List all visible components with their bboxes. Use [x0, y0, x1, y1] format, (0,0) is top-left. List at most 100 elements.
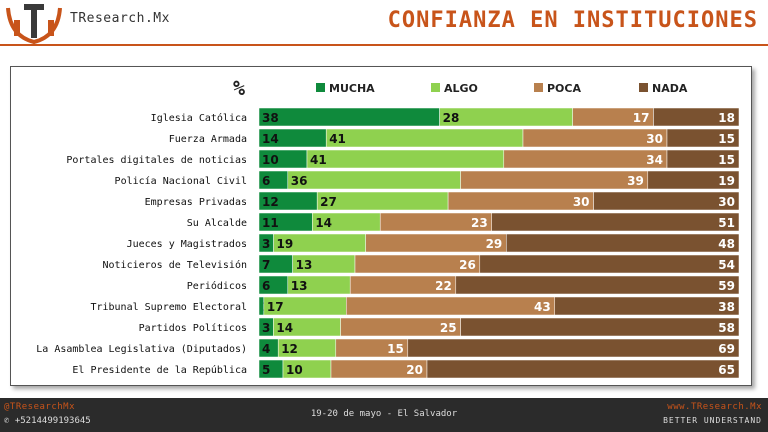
bar-segment-poca [503, 149, 668, 169]
category-label: Tribunal Supremo Electoral [90, 302, 247, 313]
data-label-algo: 13 [296, 258, 313, 272]
legend-label-nada: NADA [652, 82, 688, 95]
data-label-algo: 14 [276, 321, 293, 335]
data-label-mucha: 38 [262, 111, 279, 125]
data-label-poca: 34 [646, 153, 663, 167]
data-label-nada: 19 [718, 174, 735, 188]
data-label-nada: 54 [718, 258, 735, 272]
bar-segment-algo [439, 107, 573, 127]
category-label: Periódicos [187, 280, 247, 292]
bar-segment-algo [287, 170, 461, 190]
legend-swatch-algo [431, 83, 440, 92]
header-divider [0, 44, 768, 46]
footer-tagline: BETTER UNDERSTAND [663, 416, 762, 425]
bar-segment-nada [653, 107, 740, 127]
bar-segment-nada [455, 275, 740, 295]
bar-segment-algo [325, 128, 524, 148]
data-label-algo: 17 [267, 300, 284, 314]
brand-name: TResearch.Mx [70, 11, 170, 26]
category-label: Empresas Privadas [145, 197, 247, 208]
stacked-bar-chart: % MUCHA ALGO POCA NADA Iglesia Católica 38 28 17… [36, 76, 740, 379]
data-label-nada: 15 [718, 153, 735, 167]
percent-label: % [233, 76, 245, 100]
bar-segment-nada [491, 212, 740, 232]
category-label: Partidos Políticos [139, 322, 247, 334]
category-label: Noticieros de Televisión [103, 259, 248, 271]
data-label-nada: 38 [718, 300, 735, 314]
legend-label-mucha: MUCHA [329, 82, 375, 95]
footer-website: www.TResearch.Mx [667, 402, 762, 412]
data-label-poca: 22 [435, 279, 452, 293]
data-label-poca: 25 [440, 321, 457, 335]
data-label-poca: 30 [573, 195, 590, 209]
data-label-mucha: 6 [262, 174, 270, 188]
data-label-poca: 26 [459, 258, 476, 272]
bar-segment-nada [407, 338, 740, 358]
chart-panel: % MUCHA ALGO POCA NADA Iglesia Católica 38 28 17… [10, 66, 752, 386]
data-label-mucha: 4 [262, 342, 270, 356]
data-label-algo: 10 [286, 363, 303, 377]
data-label-nada: 18 [718, 111, 735, 125]
legend-label-poca: POCA [547, 82, 581, 95]
bar-segment-nada [426, 359, 740, 379]
data-label-algo: 36 [291, 174, 308, 188]
bar-segment-nada [554, 296, 740, 316]
bar-segment-poca [460, 170, 649, 190]
category-label: Iglesia Católica [151, 112, 247, 124]
category-label: Fuerza Armada [169, 134, 247, 145]
bar-segment-nada [593, 191, 740, 211]
footer-social-handle: @TResearchMx [4, 402, 76, 412]
data-label-mucha: 7 [262, 258, 270, 272]
category-label: El Presidente de la República [72, 364, 247, 376]
data-label-poca: 39 [627, 174, 644, 188]
legend-label-algo: ALGO [444, 82, 478, 95]
data-label-algo: 28 [443, 111, 460, 125]
data-label-nada: 59 [718, 279, 735, 293]
data-label-nada: 69 [718, 342, 735, 356]
data-label-poca: 20 [406, 363, 423, 377]
data-label-mucha: 3 [262, 237, 270, 251]
data-label-poca: 29 [486, 237, 503, 251]
data-label-nada: 15 [718, 132, 735, 146]
footer-date-location: 19-20 de mayo - El Salvador [310, 409, 458, 419]
bar-segment-nada [666, 149, 740, 169]
data-label-nada: 48 [718, 237, 735, 251]
data-label-poca: 17 [633, 111, 650, 125]
data-label-algo: 41 [310, 153, 327, 167]
footer: @TResearchMx ✆ +5214499193645 19-20 de m… [0, 398, 768, 432]
data-label-nada: 58 [718, 321, 735, 335]
header: TResearch.Mx CONFIANZA EN INSTITUCIONES [0, 0, 768, 62]
category-label: Su Alcalde [187, 218, 247, 229]
data-label-algo: 13 [291, 279, 308, 293]
data-label-mucha: 10 [262, 153, 279, 167]
category-label: Portales digitales de noticias [66, 155, 247, 166]
page-title: CONFIANZA EN INSTITUCIONES [387, 8, 758, 33]
category-label: Policía Nacional Civil [115, 175, 247, 187]
data-label-nada: 30 [718, 195, 735, 209]
data-label-mucha: 3 [262, 321, 270, 335]
data-label-nada: 65 [718, 363, 735, 377]
data-label-mucha: 6 [262, 279, 270, 293]
data-label-mucha: 5 [262, 363, 270, 377]
bar-segment-poca [447, 191, 594, 211]
data-label-mucha: 12 [262, 195, 279, 209]
bar-segment-nada [460, 317, 740, 337]
data-label-algo: 14 [315, 216, 332, 230]
data-label-poca: 30 [646, 132, 663, 146]
bar-segment-nada [647, 170, 740, 190]
legend-swatch-mucha [316, 83, 325, 92]
whatsapp-icon: ✆ [4, 416, 10, 426]
data-label-poca: 23 [471, 216, 488, 230]
bar-segment-nada [506, 233, 740, 253]
data-label-mucha: 11 [262, 216, 279, 230]
data-label-poca: 43 [534, 300, 551, 314]
legend-swatch-poca [534, 83, 543, 92]
bar-segment-nada [479, 254, 740, 274]
data-label-nada: 51 [718, 216, 735, 230]
footer-phone: ✆ +5214499193645 [4, 416, 91, 426]
bar-segment-poca [346, 296, 556, 316]
legend-swatch-nada [639, 83, 648, 92]
category-label: Jueces y Magistrados [127, 239, 247, 250]
category-label: La Asamblea Legislativa (Diputados) [36, 344, 247, 355]
data-label-algo: 12 [281, 342, 298, 356]
